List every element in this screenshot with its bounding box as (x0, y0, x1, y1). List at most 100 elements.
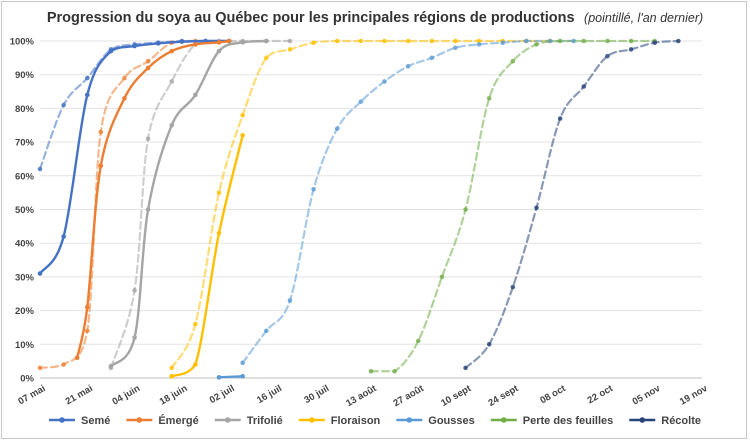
data-point (287, 47, 293, 52)
data-point (524, 38, 529, 44)
data-point (74, 355, 80, 361)
legend-swatch-marker (308, 417, 315, 423)
data-point (358, 38, 364, 44)
data-point (37, 271, 43, 276)
chart-title-text: Progression du soya au Québec pour les p… (47, 9, 703, 26)
series-line (241, 39, 575, 364)
chart-subtitle: (pointillé, l'an dernier) (584, 11, 703, 25)
legend-label: Perte des feuilles (523, 415, 614, 427)
chart-title-main: Progression du soya au Québec pour les p… (47, 10, 575, 26)
data-point (155, 41, 161, 46)
series-line (109, 39, 268, 368)
data-point (382, 79, 387, 84)
data-point (84, 92, 90, 98)
series-gousses-current (216, 374, 245, 380)
series-floraison-current (169, 133, 245, 379)
legend-label: Floraison (331, 415, 381, 427)
series-perte-des-feuilles-previous (368, 38, 658, 374)
y-tick-label: 30% (15, 272, 35, 283)
series-line (464, 39, 680, 369)
chart-title: Progression du soya au Québec pour les p… (47, 9, 703, 26)
series-line (75, 39, 231, 359)
data-point (169, 79, 175, 84)
data-point (463, 207, 468, 212)
data-point (476, 38, 482, 44)
x-tick-label: 16 juil (255, 383, 284, 406)
series-gousses-previous (240, 38, 576, 366)
data-point (510, 58, 516, 64)
data-point (226, 38, 232, 44)
data-point (415, 338, 421, 344)
data-point (581, 84, 587, 89)
data-point (98, 163, 104, 168)
data-point (84, 304, 90, 310)
data-point (571, 38, 576, 44)
data-point (240, 133, 245, 138)
data-point (439, 274, 445, 280)
y-tick-label: 80% (15, 104, 35, 115)
legend-label: Émergé (158, 414, 198, 427)
y-axis: 0% 10% 20% 30% 40% 50% 60% 70% 80% 90% 100% (10, 37, 35, 385)
series-line (217, 375, 244, 379)
data-point (122, 75, 127, 81)
data-point (287, 38, 293, 44)
x-tick-label: 27 août (391, 383, 426, 410)
data-point (84, 328, 90, 334)
data-point (169, 365, 175, 371)
y-tick-label: 0% (20, 374, 34, 385)
data-point (605, 53, 610, 59)
x-tick-label: 10 sept (439, 383, 474, 409)
data-point (193, 92, 198, 98)
y-tick-label: 90% (15, 70, 35, 81)
data-point (534, 42, 539, 47)
legend-swatch-marker (500, 417, 507, 423)
series-layer (37, 38, 681, 380)
legend-swatch-marker (136, 417, 143, 423)
data-point (534, 205, 539, 211)
series-seme-previous (37, 38, 232, 172)
gridlines (40, 40, 702, 379)
data-point (311, 40, 316, 45)
legend-label: Gousses (428, 415, 474, 427)
y-tick-label: 40% (15, 239, 35, 250)
x-axis: 07 mai 21 mai 04 juin 18 juin 02 juil 16 juil… (16, 383, 710, 410)
data-point (463, 365, 468, 371)
data-point (108, 48, 114, 54)
data-point (429, 38, 435, 44)
data-point (193, 362, 198, 367)
data-point (405, 38, 411, 44)
data-point (382, 38, 387, 44)
series-line (170, 134, 244, 378)
legend-label: Trifolié (247, 415, 283, 427)
legend-item-gousses: Gousses (396, 415, 475, 427)
data-point (216, 190, 222, 195)
legend-swatch-marker (224, 417, 231, 423)
y-tick-label: 100% (10, 37, 35, 48)
data-point (169, 48, 175, 54)
legend-item-floraison: Floraison (298, 415, 381, 427)
y-tick-label: 10% (15, 340, 35, 351)
data-point (240, 40, 245, 45)
x-tick-label: 04 juin (111, 383, 143, 408)
series-recolte-previous (463, 38, 681, 371)
series-trifolie-current (108, 38, 269, 369)
y-tick-label: 70% (15, 138, 35, 149)
data-point (581, 38, 587, 44)
legend-swatch-marker (406, 417, 413, 423)
data-point (486, 342, 492, 347)
legend-swatch-marker (59, 417, 65, 423)
y-tick-label: 20% (15, 306, 35, 317)
data-point (193, 321, 198, 327)
data-point (216, 48, 222, 54)
data-point (132, 43, 137, 49)
data-point (264, 55, 269, 61)
data-point (264, 328, 269, 334)
data-point (486, 95, 492, 101)
legend-label: Récolte (661, 415, 701, 427)
data-point (453, 45, 458, 51)
data-point (216, 230, 222, 236)
data-point (145, 136, 151, 142)
data-point (500, 40, 506, 45)
